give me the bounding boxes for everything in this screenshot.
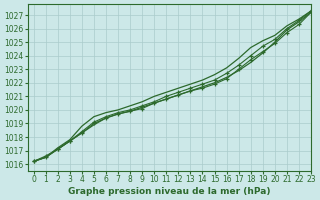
- X-axis label: Graphe pression niveau de la mer (hPa): Graphe pression niveau de la mer (hPa): [68, 187, 270, 196]
